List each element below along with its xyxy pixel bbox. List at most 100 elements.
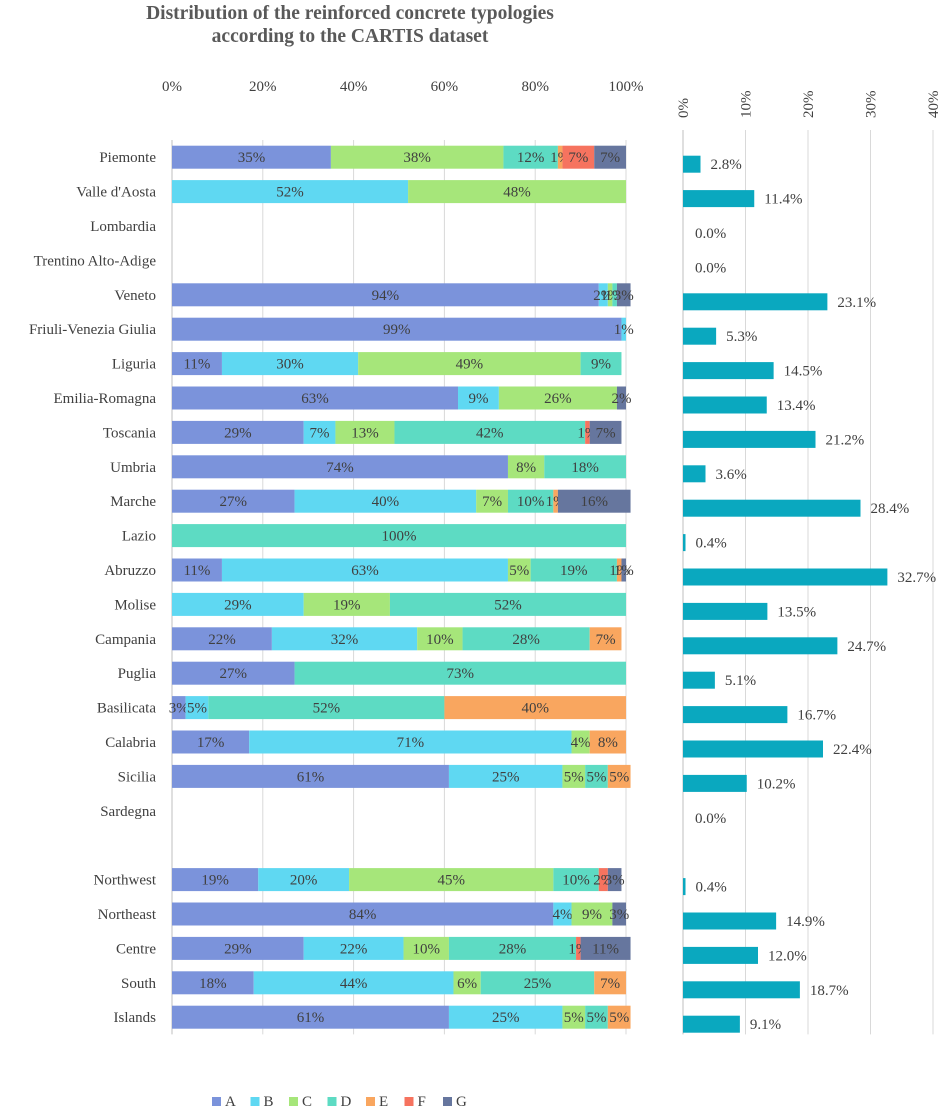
legend-swatch-a xyxy=(212,1097,221,1106)
bar-valle-d-aosta-b xyxy=(172,180,409,204)
bar-centre-b xyxy=(303,936,404,960)
share-label-emilia-romagna: 13.4% xyxy=(777,398,816,414)
bar-northwest-f xyxy=(598,868,608,892)
bar-label-abruzzo-g: 1% xyxy=(614,563,634,579)
category-label-south: South xyxy=(121,976,157,992)
bar-northwest-g xyxy=(607,868,622,892)
bar-label-islands-c: 5% xyxy=(564,1010,584,1026)
share-label-sicilia: 10.2% xyxy=(757,776,796,792)
share-label-liguria: 14.5% xyxy=(784,364,823,380)
bar-label-northeast-b: 4% xyxy=(552,907,572,923)
share-bar-piemonte xyxy=(683,155,701,173)
bar-veneto-g xyxy=(616,283,631,307)
bar-label-sicilia-e: 5% xyxy=(609,769,629,785)
share-bar-basilicata xyxy=(683,706,788,724)
bar-label-northwest-g: 3% xyxy=(605,873,625,889)
bar-puglia-d xyxy=(294,661,626,685)
bar-islands-c xyxy=(562,1005,586,1029)
bar-label-calabria-c: 4% xyxy=(571,735,591,751)
bar-label-sicilia-a: 61% xyxy=(297,769,325,785)
bar-toscania-b xyxy=(303,420,336,444)
bar-label-sicilia-c: 5% xyxy=(564,769,584,785)
bar-label-liguria-c: 49% xyxy=(456,357,484,373)
bar-abruzzo-b xyxy=(221,558,508,582)
share-label-toscania: 21.2% xyxy=(826,432,865,448)
bar-label-northwest-c: 45% xyxy=(437,873,465,889)
left-x-tick-label: 0% xyxy=(162,79,182,95)
bar-northwest-c xyxy=(349,868,554,892)
category-label-toscania: Toscania xyxy=(103,425,156,441)
bar-label-northeast-c: 9% xyxy=(582,907,602,923)
bar-calabria-a xyxy=(172,730,250,754)
bar-label-emilia-romagna-c: 26% xyxy=(544,391,572,407)
right-x-tick-label: 40% xyxy=(926,91,941,119)
bar-south-e xyxy=(594,971,626,995)
bar-toscania-c xyxy=(335,420,395,444)
bar-campania-a xyxy=(172,627,272,651)
bar-label-toscania-d: 42% xyxy=(476,425,504,441)
bar-molise-c xyxy=(303,592,390,616)
bar-label-umbria-d: 18% xyxy=(571,460,599,476)
bar-campania-e xyxy=(589,627,622,651)
bar-veneto-d xyxy=(612,283,617,307)
bar-northeast-b xyxy=(553,902,572,926)
bar-marche-c xyxy=(476,489,508,513)
bar-northwest-d xyxy=(553,868,599,892)
bar-northwest-b xyxy=(258,868,350,892)
share-bar-calabria xyxy=(683,740,823,758)
bar-label-abruzzo-c: 5% xyxy=(509,563,529,579)
share-bar-islands xyxy=(683,1015,740,1033)
bar-label-abruzzo-b: 63% xyxy=(351,563,379,579)
legend-swatch-b xyxy=(250,1097,260,1106)
bar-marche-a xyxy=(172,489,295,513)
category-label-abruzzo: Abruzzo xyxy=(104,563,156,579)
bar-label-toscania-b: 7% xyxy=(310,425,330,441)
bar-umbria-a xyxy=(172,455,508,479)
share-label-basilicata: 16.7% xyxy=(797,708,836,724)
bar-abruzzo-g xyxy=(621,558,626,582)
category-label-calabria: Calabria xyxy=(105,735,156,751)
share-bar-umbria xyxy=(683,465,706,483)
category-label-basilicata: Basilicata xyxy=(97,701,156,717)
bar-label-liguria-d: 9% xyxy=(591,357,611,373)
bar-label-sicilia-d: 5% xyxy=(586,769,606,785)
bar-basilicata-e xyxy=(444,696,626,720)
share-label-northeast: 14.9% xyxy=(786,914,825,930)
bar-label-campania-c: 10% xyxy=(426,632,454,648)
bar-label-molise-d: 52% xyxy=(494,597,522,613)
legend-label-c: C xyxy=(302,1094,312,1110)
bar-label-abruzzo-d: 19% xyxy=(560,563,588,579)
bar-northeast-c xyxy=(571,902,613,926)
bar-label-centre-a: 29% xyxy=(224,941,252,957)
bar-south-c xyxy=(453,971,481,995)
chart-title-line-1: Distribution of the reinforced concrete … xyxy=(146,3,554,24)
share-label-campania: 24.7% xyxy=(847,639,886,655)
bar-label-campania-d: 28% xyxy=(512,632,540,648)
bar-label-liguria-b: 30% xyxy=(276,357,304,373)
bar-liguria-d xyxy=(580,352,622,376)
share-label-calabria: 22.4% xyxy=(833,742,872,758)
bar-label-toscania-g: 7% xyxy=(596,425,616,441)
bar-northeast-g xyxy=(612,902,626,926)
bar-calabria-b xyxy=(249,730,572,754)
share-label-lazio: 0.4% xyxy=(696,536,727,552)
share-bar-molise xyxy=(683,602,768,620)
left-x-tick-label: 20% xyxy=(249,79,277,95)
bar-toscania-a xyxy=(172,420,304,444)
bar-label-islands-a: 61% xyxy=(297,1010,325,1026)
category-label-sardegna: Sardegna xyxy=(100,804,156,820)
bar-label-toscania-c: 13% xyxy=(351,425,379,441)
left-x-tick-label: 100% xyxy=(609,79,644,95)
legend-label-f: F xyxy=(418,1094,426,1110)
legend-label-a: A xyxy=(225,1094,236,1110)
bar-label-veneto-a: 94% xyxy=(372,288,400,304)
bar-label-basilicata-d: 52% xyxy=(313,701,341,717)
share-label-molise: 13.5% xyxy=(777,604,816,620)
bar-label-liguria-a: 11% xyxy=(183,357,210,373)
bar-piemonte-a xyxy=(172,145,331,169)
bar-label-islands-b: 25% xyxy=(492,1010,520,1026)
bar-label-piemonte-c: 38% xyxy=(403,150,431,166)
share-bar-northwest xyxy=(683,878,686,896)
share-bar-south xyxy=(683,981,800,999)
share-label-centre: 12.0% xyxy=(768,948,807,964)
